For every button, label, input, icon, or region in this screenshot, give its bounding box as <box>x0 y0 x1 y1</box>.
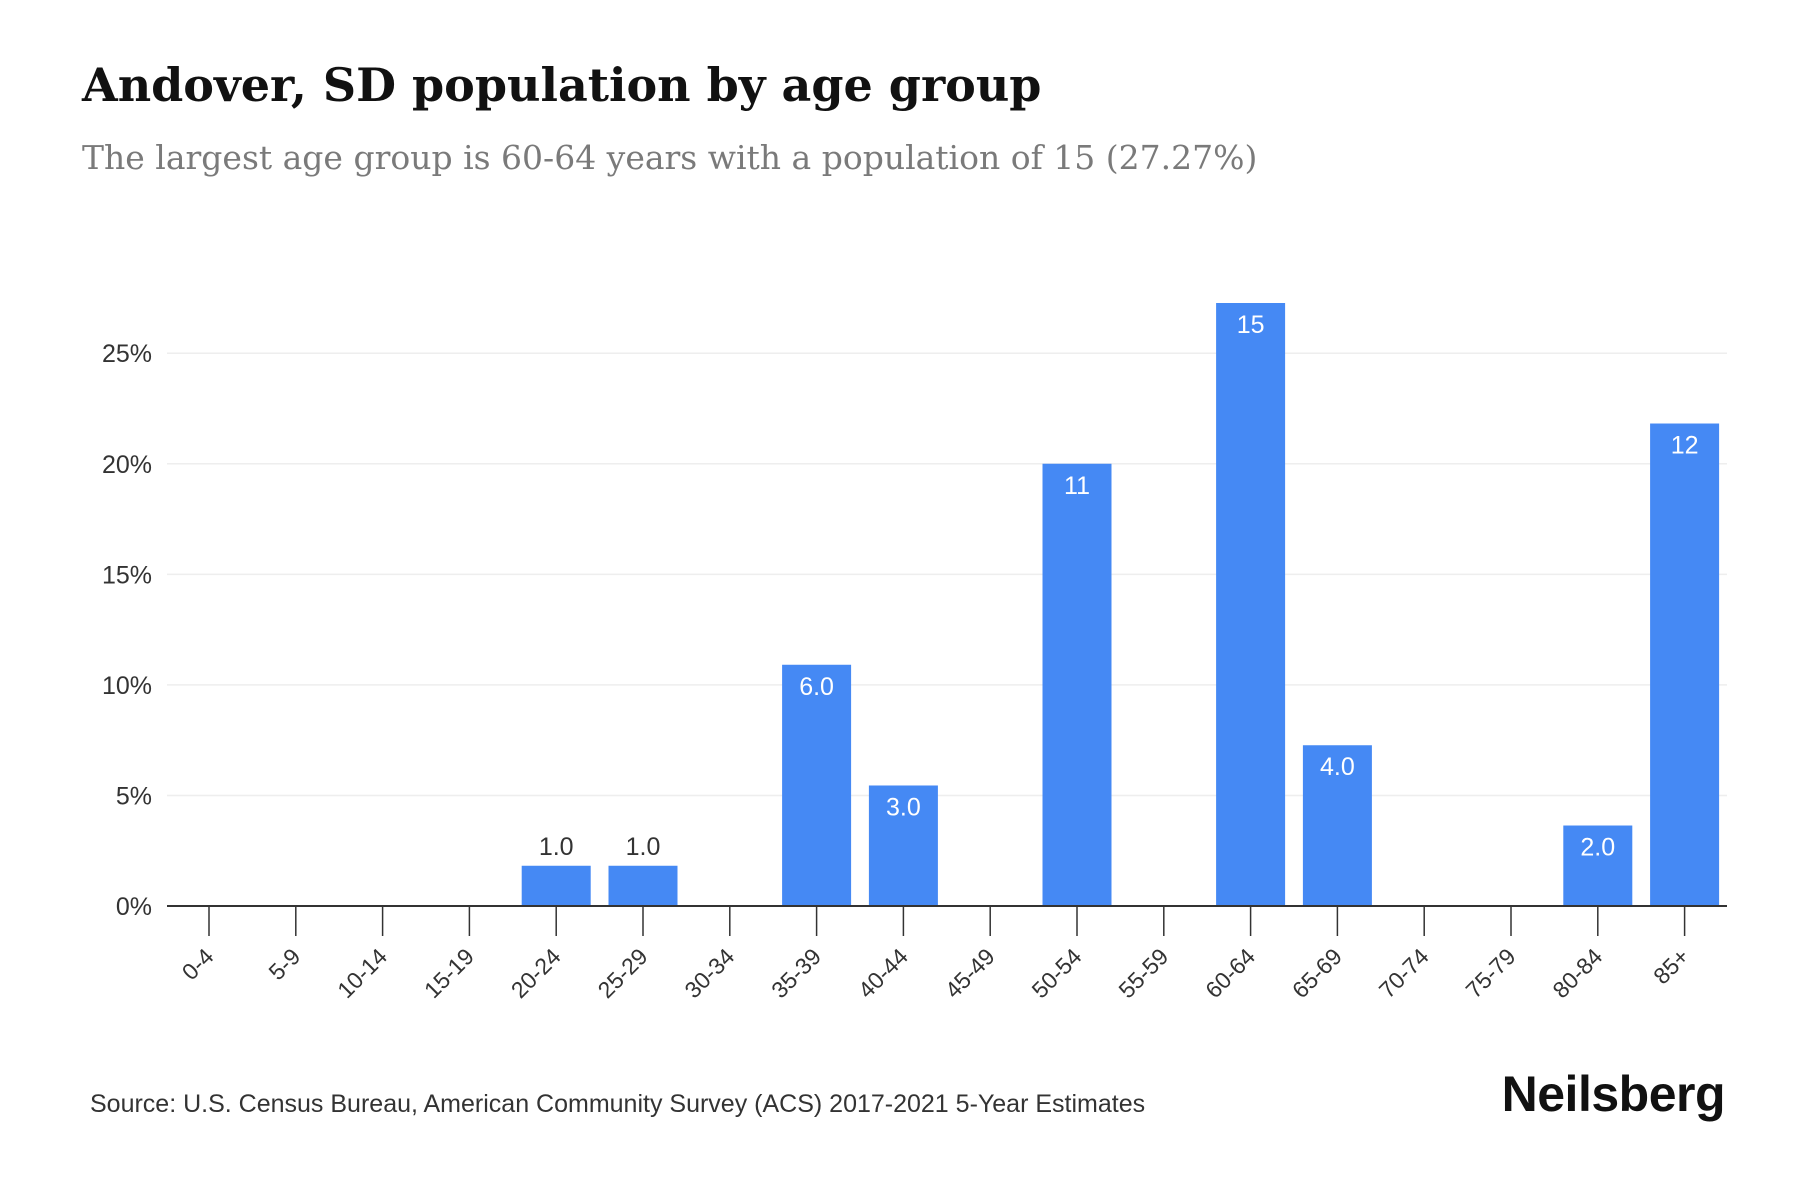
x-tick-label: 20-24 <box>506 943 566 1003</box>
y-tick-label: 25% <box>102 340 152 368</box>
x-tick-label: 50-54 <box>1027 943 1087 1003</box>
x-tick-label: 70-74 <box>1374 943 1434 1003</box>
bar-35-39 <box>782 664 852 906</box>
y-tick-label: 5% <box>116 782 152 810</box>
y-axis: 0% 5% 10% 15% 20% 25% <box>102 340 152 921</box>
x-tick-label: 75-79 <box>1461 943 1521 1003</box>
y-tick-label: 20% <box>102 451 152 479</box>
data-label-85+: 12 <box>1671 432 1699 460</box>
source-note: Source: U.S. Census Bureau, American Com… <box>90 1090 1146 1118</box>
bar-60-64 <box>1216 303 1286 906</box>
data-label-50-54: 11 <box>1064 472 1090 500</box>
data-label-80-84: 2.0 <box>1580 834 1615 862</box>
y-tick-label: 0% <box>116 893 152 921</box>
bar-20-24 <box>521 865 591 906</box>
x-tick-label: 60-64 <box>1200 943 1260 1003</box>
x-tick-label: 35-39 <box>766 943 826 1003</box>
data-labels: 1.0 1.0 6.0 3.0 11 15 4.0 2.0 12 <box>539 311 1699 862</box>
x-tick-label: 65-69 <box>1287 943 1347 1003</box>
x-tick-label: 0-4 <box>177 943 219 985</box>
bars <box>521 303 1720 906</box>
x-tick-label: 45-49 <box>940 943 1000 1003</box>
x-tick-label: 15-19 <box>419 943 479 1003</box>
data-label-35-39: 6.0 <box>799 673 834 701</box>
x-tick-label: 30-34 <box>679 943 739 1003</box>
data-label-60-64: 15 <box>1237 311 1265 339</box>
x-tick-label: 40-44 <box>853 943 913 1003</box>
data-label-65-69: 4.0 <box>1320 753 1355 781</box>
bar-80-84 <box>1563 825 1633 906</box>
bar-50-54 <box>1042 463 1112 906</box>
x-tick-label: 10-14 <box>332 943 392 1003</box>
y-tick-label: 10% <box>102 672 152 700</box>
x-axis: 0-4 5-9 10-14 15-19 20-24 25-29 30-34 35-39 40-4… <box>167 905 1727 1003</box>
x-tick-label: 25-29 <box>593 943 653 1003</box>
chart-title: Andover, SD population by age group <box>82 58 1042 112</box>
data-label-25-29: 1.0 <box>626 833 661 861</box>
data-label-40-44: 3.0 <box>886 793 921 821</box>
bar-65-69 <box>1302 745 1372 906</box>
gridlines <box>167 352 1727 797</box>
bar-85+ <box>1650 423 1720 906</box>
chart-subtitle: The largest age group is 60-64 years wit… <box>82 138 1258 177</box>
brand-logo: Neilsberg <box>1501 1066 1726 1122</box>
data-label-20-24: 1.0 <box>539 833 574 861</box>
x-tick-label: 55-59 <box>1113 943 1173 1003</box>
x-tick-label: 85+ <box>1648 943 1694 989</box>
x-tick-label: 80-84 <box>1547 943 1607 1003</box>
bar-chart: 0% 5% 10% 15% 20% 25% 0-4 5-9 10-14 15-19 20-24 25… <box>102 303 1727 1003</box>
bar-40-44 <box>868 785 938 906</box>
bar-25-29 <box>608 865 678 906</box>
y-tick-label: 15% <box>102 561 152 589</box>
x-tick-label: 5-9 <box>263 943 305 985</box>
